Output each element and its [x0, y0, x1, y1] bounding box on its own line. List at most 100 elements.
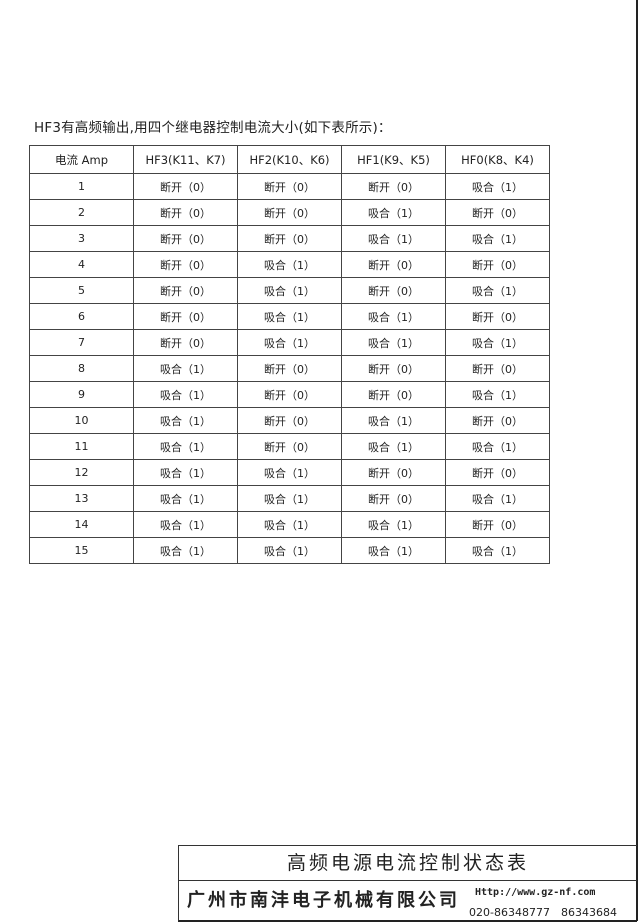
table-cell: 断开（0） — [237, 433, 342, 460]
table-cell: 断开（0） — [341, 277, 446, 304]
table-row: 9 吸合（1） 断开（0） 断开（0） 吸合（1） — [29, 381, 550, 408]
table-cell: 吸合（1） — [133, 381, 238, 408]
table-row: 4 断开（0） 吸合（1） 断开（0） 断开（0） — [29, 251, 550, 278]
table-cell: 吸合（1） — [445, 485, 550, 512]
table-cell: 吸合（1） — [341, 329, 446, 356]
table-cell: 断开（0） — [445, 459, 550, 486]
table-cell: 断开（0） — [445, 407, 550, 434]
table-cell: 吸合（1） — [133, 433, 238, 460]
table-cell: 吸合（1） — [341, 537, 446, 564]
table-cell: 断开（0） — [133, 173, 238, 200]
table-cell: 吸合（1） — [341, 433, 446, 460]
table-cell: 吸合（1） — [133, 407, 238, 434]
table-cell: 吸合（1） — [133, 537, 238, 564]
table-cell: 断开（0） — [341, 381, 446, 408]
table-row: 11 吸合（1） 断开（0） 吸合（1） 吸合（1） — [29, 433, 550, 460]
table-cell: 断开（0） — [341, 251, 446, 278]
table-cell: 9 — [29, 381, 134, 408]
company-name: 广州市南沣电子机械有限公司 — [187, 890, 460, 911]
table-cell: 吸合（1） — [237, 459, 342, 486]
table-cell: 吸合（1） — [237, 511, 342, 538]
table-row: 7 断开（0） 吸合（1） 吸合（1） 吸合（1） — [29, 329, 550, 356]
table-cell: 吸合（1） — [133, 485, 238, 512]
table-cell: 断开（0） — [133, 251, 238, 278]
table-row: 6 断开（0） 吸合（1） 吸合（1） 断开（0） — [29, 303, 550, 330]
column-header: HF3(K11、K7) — [133, 145, 238, 174]
table-cell: 断开（0） — [237, 173, 342, 200]
table-cell: 2 — [29, 199, 134, 226]
table-cell: 15 — [29, 537, 134, 564]
table-cell: 断开（0） — [133, 225, 238, 252]
intro-text: HF3有高频输出,用四个继电器控制电流大小(如下表所示)： — [34, 120, 392, 136]
table-cell: 吸合（1） — [445, 225, 550, 252]
table-cell: 断开（0） — [445, 199, 550, 226]
table-cell: 6 — [29, 303, 134, 330]
table-cell: 5 — [29, 277, 134, 304]
table-cell: 吸合（1） — [445, 277, 550, 304]
table-cell: 断开（0） — [237, 407, 342, 434]
table-header-row: 电流 Amp HF3(K11、K7) HF2(K10、K6) HF1(K9、K5) HF… — [29, 145, 550, 174]
table-cell: 13 — [29, 485, 134, 512]
table-cell: 吸合（1） — [445, 173, 550, 200]
table-row: 1 断开（0） 断开（0） 断开（0） 吸合（1） — [29, 173, 550, 200]
table-row: 15 吸合（1） 吸合（1） 吸合（1） 吸合（1） — [29, 537, 550, 564]
table-cell: 14 — [29, 511, 134, 538]
relay-state-table: 电流 Amp HF3(K11、K7) HF2(K10、K6) HF1(K9、K5) HF… — [29, 145, 550, 564]
table-cell: 吸合（1） — [445, 537, 550, 564]
table-cell: 断开（0） — [341, 355, 446, 382]
table-body: 1 断开（0） 断开（0） 断开（0） 吸合（1） 2 断开（0） 断开（0） 吸合（1） 断开（… — [29, 173, 550, 564]
table-row: 13 吸合（1） 吸合（1） 断开（0） 吸合（1） — [29, 485, 550, 512]
table-cell: 断开（0） — [341, 459, 446, 486]
table-row: 10 吸合（1） 断开（0） 吸合（1） 断开（0） — [29, 407, 550, 434]
column-header: 电流 Amp — [29, 145, 134, 174]
table-cell: 断开（0） — [133, 329, 238, 356]
column-header: HF1(K9、K5) — [341, 145, 446, 174]
table-cell: 11 — [29, 433, 134, 460]
table-cell: 吸合（1） — [237, 303, 342, 330]
table-cell: 4 — [29, 251, 134, 278]
table-cell: 10 — [29, 407, 134, 434]
table-cell: 断开（0） — [133, 303, 238, 330]
table-row: 12 吸合（1） 吸合（1） 断开（0） 断开（0） — [29, 459, 550, 486]
table-cell: 吸合（1） — [445, 433, 550, 460]
table-cell: 吸合（1） — [341, 407, 446, 434]
table-cell: 12 — [29, 459, 134, 486]
table-cell: 断开（0） — [445, 511, 550, 538]
table-cell: 吸合（1） — [341, 303, 446, 330]
table-cell: 吸合（1） — [341, 511, 446, 538]
table-cell: 3 — [29, 225, 134, 252]
table-cell: 8 — [29, 355, 134, 382]
table-cell: 断开（0） — [237, 225, 342, 252]
table-cell: 断开（0） — [133, 199, 238, 226]
table-cell: 断开（0） — [445, 251, 550, 278]
company-phone: 020-86348777 86343684 — [469, 906, 617, 919]
table-cell: 吸合（1） — [341, 199, 446, 226]
table-row: 8 吸合（1） 断开（0） 断开（0） 断开（0） — [29, 355, 550, 382]
table-cell: 吸合（1） — [341, 225, 446, 252]
table-cell: 断开（0） — [237, 199, 342, 226]
title-block: 高频电源电流控制状态表 广州市南沣电子机械有限公司 Http://www.gz-… — [178, 845, 637, 922]
table-cell: 吸合（1） — [237, 329, 342, 356]
table-cell: 断开（0） — [237, 381, 342, 408]
table-cell: 断开（0） — [445, 303, 550, 330]
table-cell: 7 — [29, 329, 134, 356]
table-row: 14 吸合（1） 吸合（1） 吸合（1） 断开（0） — [29, 511, 550, 538]
page-border-rule — [636, 0, 638, 921]
table-cell: 吸合（1） — [133, 459, 238, 486]
table-row: 3 断开（0） 断开（0） 吸合（1） 吸合（1） — [29, 225, 550, 252]
table-cell: 吸合（1） — [445, 329, 550, 356]
table-cell: 吸合（1） — [133, 355, 238, 382]
table-cell: 1 — [29, 173, 134, 200]
company-url: Http://www.gz-nf.com — [475, 887, 596, 898]
column-header: HF0(K8、K4) — [445, 145, 550, 174]
table-cell: 吸合（1） — [133, 511, 238, 538]
table-cell: 断开（0） — [133, 277, 238, 304]
table-cell: 吸合（1） — [445, 381, 550, 408]
column-header: HF2(K10、K6) — [237, 145, 342, 174]
table-cell: 吸合（1） — [237, 537, 342, 564]
table-row: 5 断开（0） 吸合（1） 断开（0） 吸合（1） — [29, 277, 550, 304]
table-cell: 断开（0） — [237, 355, 342, 382]
table-cell: 断开（0） — [341, 173, 446, 200]
table-cell: 断开（0） — [341, 485, 446, 512]
table-cell: 吸合（1） — [237, 251, 342, 278]
